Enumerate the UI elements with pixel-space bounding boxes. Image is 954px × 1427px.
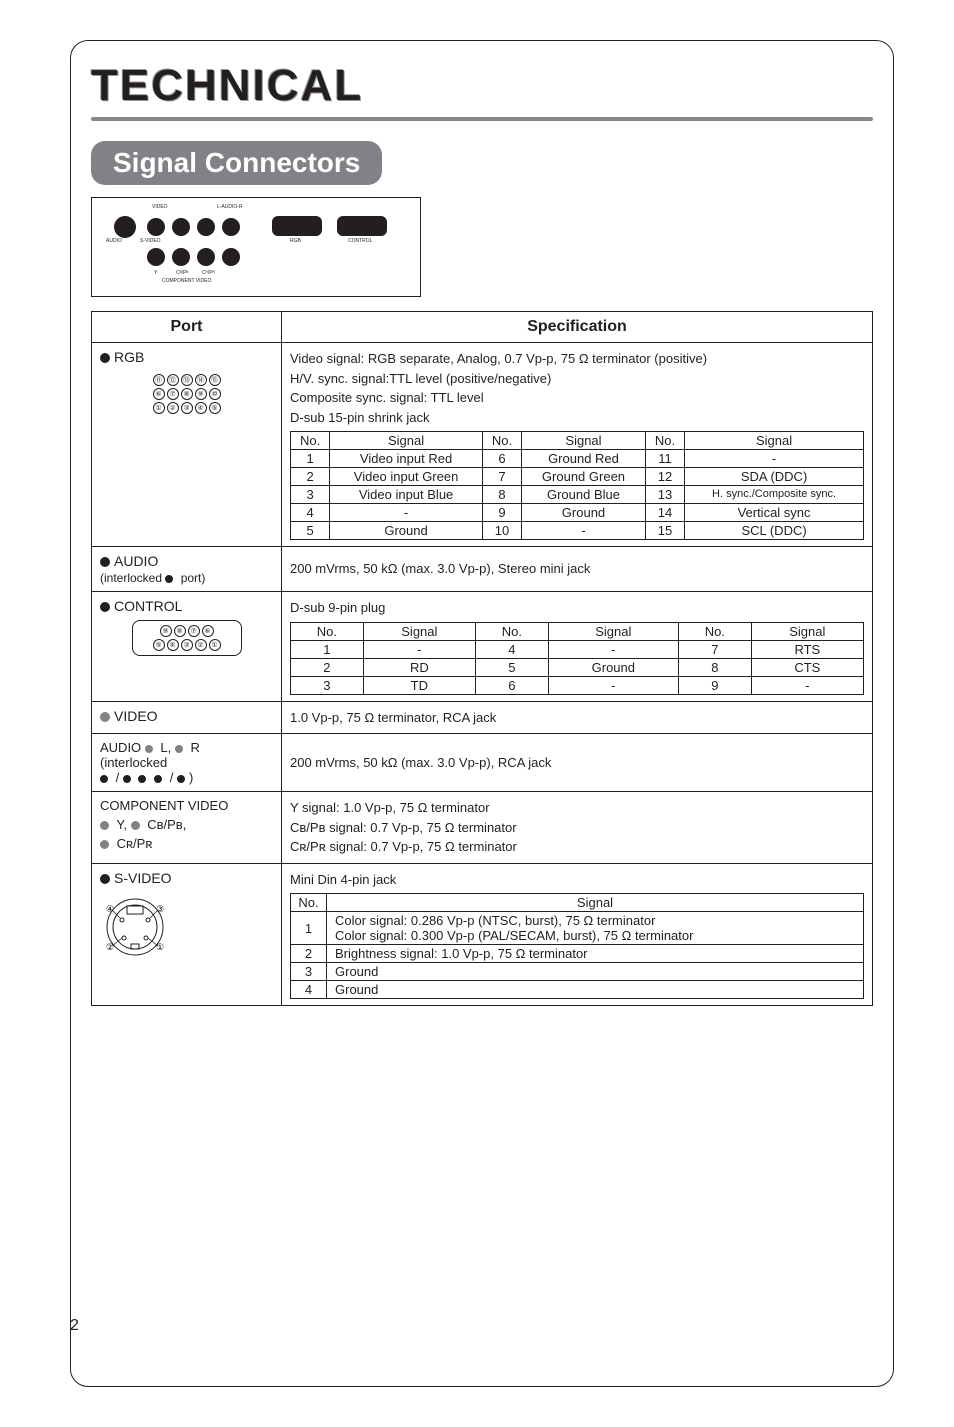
svg-text:④: ④ [106,904,114,914]
port-video: VIDEO [92,701,282,734]
port-audio: AUDIO (interlocked port) [92,547,282,592]
rgb-pin-diagram: ⑪⑫⑬⑭⑮ ⑥⑦⑧⑨⑩ ①②③④⑤ [100,373,273,415]
rgb-spec-text: Video signal: RGB separate, Analog, 0.7 … [290,349,864,427]
control-pin-diagram: ⑨⑧⑦⑥ ⑤④③②① [132,620,242,656]
svideo-label: S-VIDEO [114,870,172,886]
lbl-comp: COMPONENT VIDEO [162,278,211,284]
bullet-icon [100,602,110,612]
bullet-icon [100,353,110,363]
lbl-crpr: Cᴿ/Pᴿ [202,270,215,276]
page-title: TECHNICAL [91,61,873,111]
control-label: CONTROL [114,598,182,614]
lbl-audio: AUDIO [106,238,122,244]
control-pin-table: No.Signal No.Signal No.Signal 1-4-7RTS 2… [290,622,864,695]
lbl-rgb: RGB [290,238,301,244]
bullet-icon [100,874,110,884]
control-spec: D-sub 9-pin plug [290,598,864,618]
lbl-y: Y [154,270,157,276]
lbl-cbpb: Cᴮ/Pᴮ [176,270,188,276]
lbl-control: CONTROL [348,238,372,244]
svg-text:③: ③ [156,904,164,914]
svg-text:②: ② [106,942,114,952]
port-component: COMPONENT VIDEO Y, Cʙ/Pʙ, Cʀ/Pʀ [92,792,282,864]
connector-panel-diagram: VIDEO L-AUDIO-R AUDIO S-VIDEO Y Cᴮ/Pᴮ Cᴿ… [91,197,421,297]
port-svideo: S-VIDEO ④ ③ ② ① [92,863,282,1006]
lbl-svideo: S-VIDEO [140,238,161,244]
spec-table: Port Specification RGB ⑪⑫⑬⑭⑮ ⑥⑦⑧⑨⑩ ①②③④⑤… [91,311,873,1006]
component-label: COMPONENT VIDEO [100,798,228,813]
svg-text:①: ① [156,942,164,952]
svideo-pin-diagram: ④ ③ ② ① [100,892,170,962]
component-spec: Y signal: 1.0 Vp-p, 75 Ω terminator Cʙ/P… [290,798,864,857]
lbl-video: VIDEO [152,204,168,210]
bullet-icon [100,712,110,722]
audio-label: AUDIO [114,553,158,569]
svideo-pin-table: No.Signal 1Color signal: 0.286 Vp-p (NTS… [290,893,864,999]
video-label: VIDEO [114,708,158,724]
rgb-label: RGB [114,349,144,365]
lbl-laudior: L-AUDIO-R [217,204,243,210]
svideo-spec: Mini Din 4-pin jack [290,870,864,890]
port-rgb: RGB ⑪⑫⑬⑭⑮ ⑥⑦⑧⑨⑩ ①②③④⑤ [92,343,282,547]
video-spec: 1.0 Vp-p, 75 Ω terminator, RCA jack [290,708,864,728]
header-spec: Specification [282,312,873,343]
audio-spec: 200 mVrms, 50 kΩ (max. 3.0 Vp-p), Stereo… [290,559,864,579]
port-audio-lr: AUDIO L, R (interlocked / / ) [92,734,282,792]
header-port: Port [92,312,282,343]
section-title: Signal Connectors [91,141,382,185]
page-number: 2 [70,1317,79,1335]
bullet-icon [100,557,110,567]
rgb-pin-table: No.Signal No.Signal No.Signal 1Video inp… [290,431,864,540]
title-underline [91,117,873,121]
port-control: CONTROL ⑨⑧⑦⑥ ⑤④③②① [92,592,282,702]
audio-lr-spec: 200 mVrms, 50 kΩ (max. 3.0 Vp-p), RCA ja… [290,753,864,773]
